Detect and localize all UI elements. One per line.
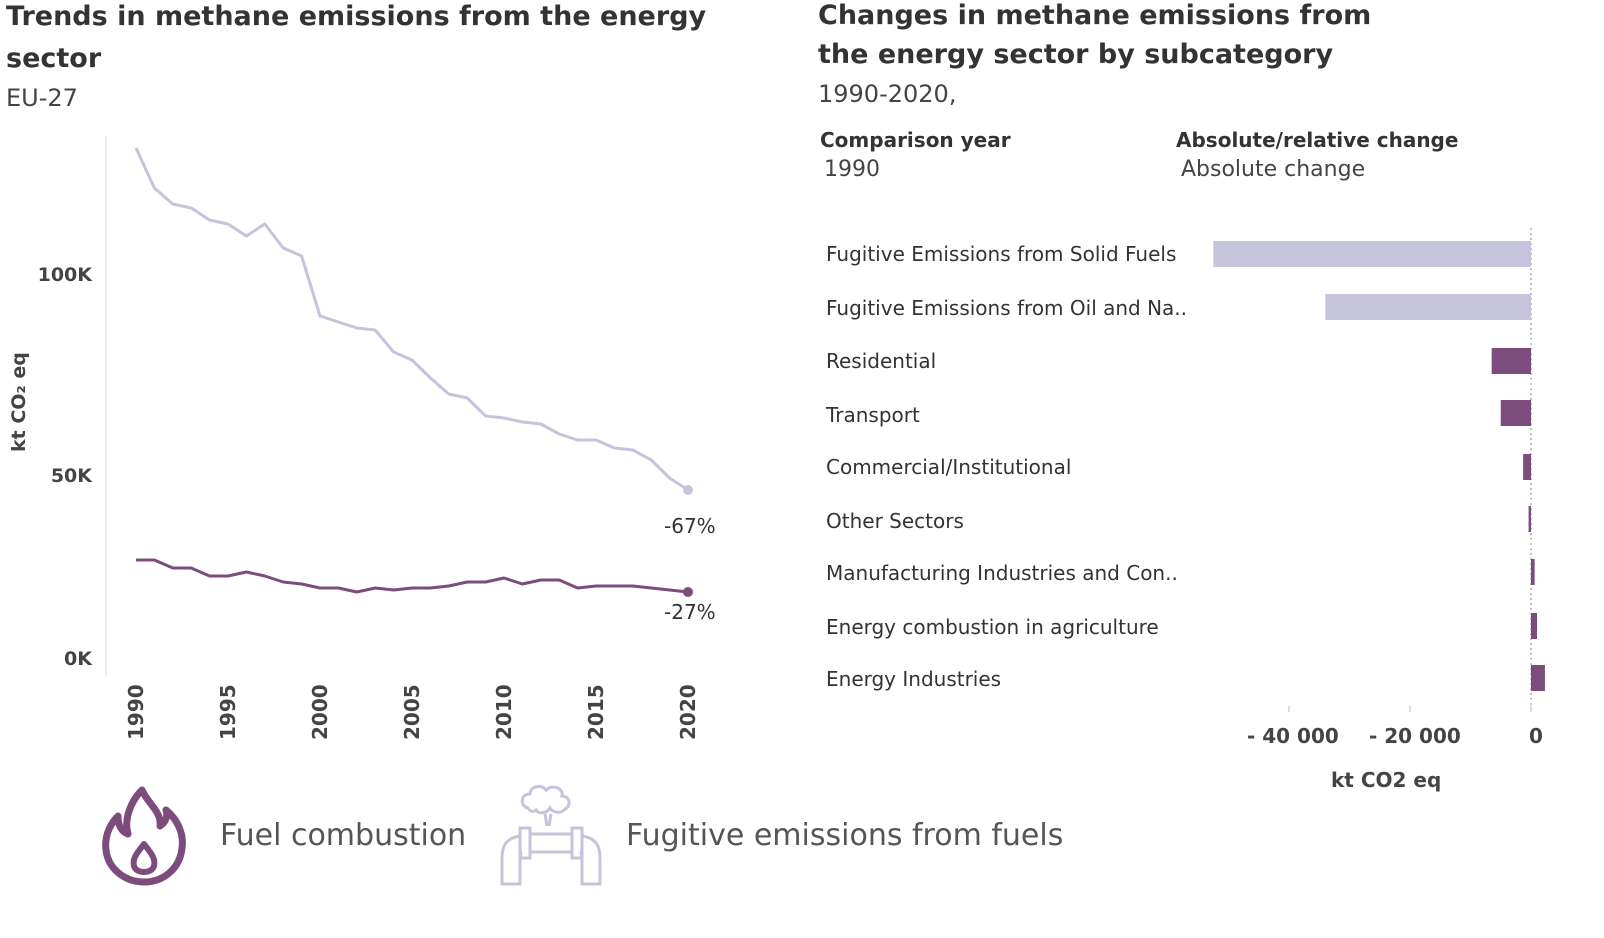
category-label: Energy Industries (826, 667, 1002, 691)
bar[interactable] (1531, 613, 1538, 639)
bar[interactable] (1531, 559, 1535, 585)
bar-x-axis-label: kt CO2 eq (1331, 768, 1442, 792)
bar-x-tick: 0 (1529, 724, 1543, 748)
bar[interactable] (1325, 294, 1531, 320)
bar[interactable] (1500, 400, 1531, 426)
pipe-leak-icon (500, 785, 602, 886)
y-tick-0k: 0K (64, 648, 92, 670)
y-tick-100k: 100K (37, 264, 92, 286)
right-subtitle: 1990-2020, (818, 80, 957, 108)
left-title-line2: sector (6, 43, 102, 74)
change-type-label: Absolute/relative change (1176, 128, 1459, 152)
left-title-line1: Trends in methane emissions from the ene… (6, 1, 707, 32)
x-tick-2015: 2015 (584, 684, 608, 740)
right-title-line1: Changes in methane emissions from (818, 0, 1372, 31)
legend-fuel-combustion: Fuel combustion (220, 818, 467, 853)
comparison-year-value[interactable]: 1990 (824, 157, 880, 182)
category-label: Other Sectors (826, 509, 964, 533)
change-type-value[interactable]: Absolute change (1181, 157, 1366, 182)
series-line-combustion[interactable] (136, 558, 689, 594)
bar[interactable] (1531, 665, 1545, 691)
end-point-fugitive[interactable] (683, 485, 693, 495)
category-label: Fugitive Emissions from Oil and Na.. (826, 296, 1188, 320)
x-tick-1995: 1995 (216, 684, 240, 740)
bar[interactable] (1213, 241, 1531, 267)
series-line-fugitive[interactable] (134, 147, 689, 492)
bar[interactable] (1491, 348, 1531, 374)
end-label-fugitive: -67% (664, 514, 716, 538)
left-subtitle: EU-27 (6, 84, 78, 112)
y-tick-50k: 50K (50, 465, 92, 487)
bar-x-tick: - 40 000 (1247, 724, 1339, 748)
x-tick-2020: 2020 (676, 684, 700, 740)
flame-icon (102, 786, 186, 886)
category-label: Manufacturing Industries and Con.. (826, 561, 1178, 585)
category-label: Commercial/Institutional (826, 455, 1072, 479)
bar[interactable] (1523, 454, 1531, 480)
x-tick-2005: 2005 (400, 684, 424, 740)
legend-fugitive-emissions: Fugitive emissions from fuels (626, 818, 1064, 853)
right-title-line2: the energy sector by subcategory (818, 39, 1334, 70)
category-label: Residential (826, 349, 937, 373)
category-label: Transport (826, 403, 920, 427)
x-tick-2010: 2010 (492, 684, 516, 740)
x-tick-1990: 1990 (124, 684, 148, 740)
category-label: Energy combustion in agriculture (826, 615, 1159, 639)
end-label-combustion: -27% (664, 600, 716, 624)
category-label: Fugitive Emissions from Solid Fuels (826, 242, 1177, 266)
bar-x-tick: - 20 000 (1369, 724, 1461, 748)
x-tick-2000: 2000 (308, 684, 332, 740)
end-point-combustion[interactable] (683, 587, 693, 597)
comparison-year-label: Comparison year (820, 128, 1011, 152)
bar[interactable] (1528, 506, 1531, 532)
